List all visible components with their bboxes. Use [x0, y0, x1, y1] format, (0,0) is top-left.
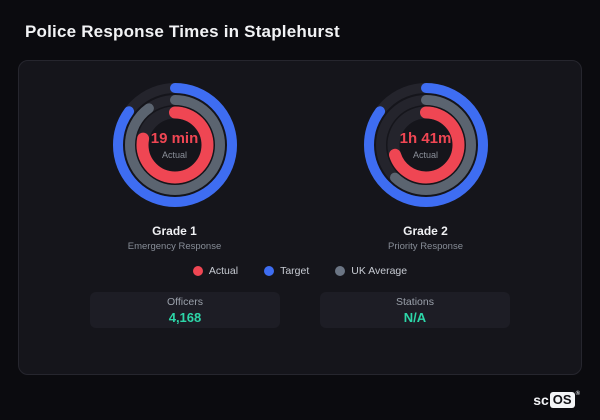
- legend-item-target: Target: [264, 265, 309, 277]
- registered-trademark-icon: ®: [575, 391, 580, 397]
- response-times-card: 19 min Actual Grade 1 Emergency Response…: [18, 60, 582, 375]
- stat-label: Officers: [167, 295, 203, 308]
- legend-dot-target: [264, 266, 275, 276]
- gauge-subtitle: Emergency Response: [127, 241, 222, 252]
- gauge-title: Grade 2: [403, 224, 448, 238]
- stat-box-stations: Stations N/A: [320, 292, 510, 328]
- gauge-ring-actual: [136, 106, 213, 184]
- logo-text-os: OS: [549, 392, 575, 408]
- gauge: 1h 41m Actual: [356, 75, 496, 215]
- scos-logo: sc OS ®: [533, 391, 580, 408]
- stat-value: N/A: [403, 309, 427, 325]
- gauge-ring-uk-average: [375, 95, 476, 195]
- legend-label: UK Average: [351, 265, 408, 277]
- gauge-chart: [112, 83, 237, 207]
- chart-legend: Actual Target UK Average: [19, 265, 581, 277]
- legend-dot-actual: [192, 266, 203, 276]
- gauge-subtitle: Priority Response: [388, 241, 463, 252]
- stat-label: Stations: [396, 295, 434, 308]
- logo-text-sc: sc: [533, 392, 549, 408]
- legend-label: Actual: [208, 265, 239, 277]
- page-title: Police Response Times in Staplehurst: [25, 22, 340, 41]
- gauge-grade1: 19 min Actual Grade 1 Emergency Response: [65, 75, 285, 252]
- gauge-title: Grade 1: [152, 224, 197, 238]
- gauges-row: 19 min Actual Grade 1 Emergency Response…: [19, 75, 581, 252]
- legend-item-uk-average: UK Average: [335, 265, 407, 277]
- stat-box-officers: Officers 4,168: [90, 292, 280, 328]
- legend-label: Target: [280, 265, 310, 277]
- gauge: 19 min Actual: [105, 75, 245, 215]
- gauge-ring-target: [112, 83, 237, 207]
- legend-item-actual: Actual: [192, 265, 239, 277]
- legend-dot-uk-average: [335, 266, 346, 276]
- gauge-ring-actual: [387, 106, 464, 184]
- gauge-ring-uk-average: [124, 95, 225, 195]
- gauge-chart: [363, 83, 488, 207]
- stats-row: Officers 4,168 Stations N/A: [19, 292, 581, 328]
- stat-value: 4,168: [168, 309, 202, 325]
- gauge-ring-target: [363, 83, 488, 207]
- gauge-grade2: 1h 41m Actual Grade 2 Priority Response: [316, 75, 536, 252]
